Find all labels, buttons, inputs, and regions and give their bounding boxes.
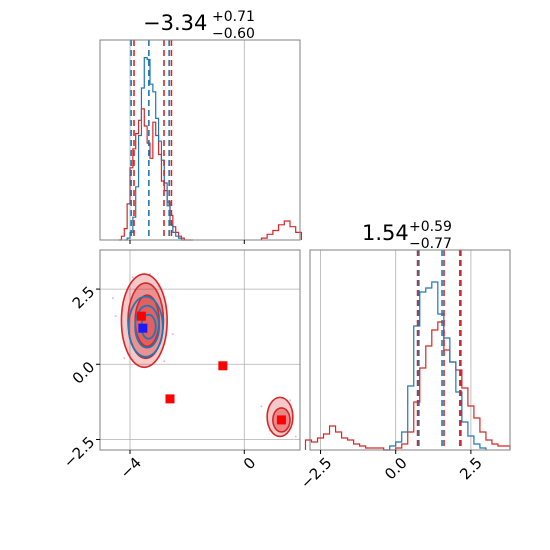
scatter-point-2 xyxy=(114,315,117,318)
red-contour-0 xyxy=(120,273,168,369)
scatter-point-9 xyxy=(294,435,297,438)
joint-xtick-label-1: 0 xyxy=(240,454,259,473)
x-marginal-title: −3.34 +0.71 −0.60 xyxy=(143,9,255,42)
blue-contour-1 xyxy=(134,304,161,349)
scatter-point-8 xyxy=(260,405,263,408)
red-marker-1 xyxy=(218,361,228,371)
x-hist-red-series xyxy=(118,108,193,241)
y-title-upper: +0.59 xyxy=(409,219,452,235)
red-marker-2 xyxy=(165,394,175,404)
y-hist-tick-label-0: −2.5 xyxy=(297,454,335,492)
scatter-point-3 xyxy=(171,333,174,336)
joint-ytick-label-2: 2.5 xyxy=(69,283,99,313)
y-hist-blue-series xyxy=(383,281,487,451)
x-hist-red-tail xyxy=(260,220,303,240)
x-title-value: −3.34 xyxy=(143,11,207,35)
y-hist-tick-label-1: 0.0 xyxy=(381,454,411,484)
joint-density-panel: −4 0 −2.5 0.0 2.5 xyxy=(60,249,301,482)
x-hist-frame xyxy=(99,39,301,241)
x-title-lower: −0.60 xyxy=(212,26,255,42)
y-marginal-title: 1.54 +0.59 −0.77 xyxy=(362,219,452,252)
x-marginal-histogram xyxy=(99,39,303,244)
y-hist-tick-label-2: 2.5 xyxy=(456,454,486,484)
y-hist-red-series xyxy=(304,321,511,451)
blue-contour-0 xyxy=(127,295,164,358)
joint-xtick-label-0: −4 xyxy=(117,454,145,482)
y-marginal-histogram: −2.5 0.0 2.5 xyxy=(297,249,511,492)
red-marker-0 xyxy=(136,311,146,321)
joint-ytick-label-1: 0.0 xyxy=(69,358,99,388)
x-hist-blue-series xyxy=(124,57,185,241)
scatter-point-7 xyxy=(111,297,114,300)
scatter-point-11 xyxy=(289,399,291,402)
x-title-upper: +0.71 xyxy=(212,9,255,25)
y-title-lower: −0.77 xyxy=(409,236,452,252)
y-hist-frame xyxy=(309,249,511,451)
scatter-point-5 xyxy=(163,360,166,363)
joint-frame xyxy=(99,249,301,451)
y-title-value: 1.54 xyxy=(362,221,409,245)
scatter-point-0 xyxy=(131,276,134,279)
red-marker-3 xyxy=(276,415,286,425)
scatter-point-4 xyxy=(123,357,126,360)
blue-marker-0 xyxy=(138,323,148,333)
joint-ytick-label-0: −2.5 xyxy=(60,433,98,471)
